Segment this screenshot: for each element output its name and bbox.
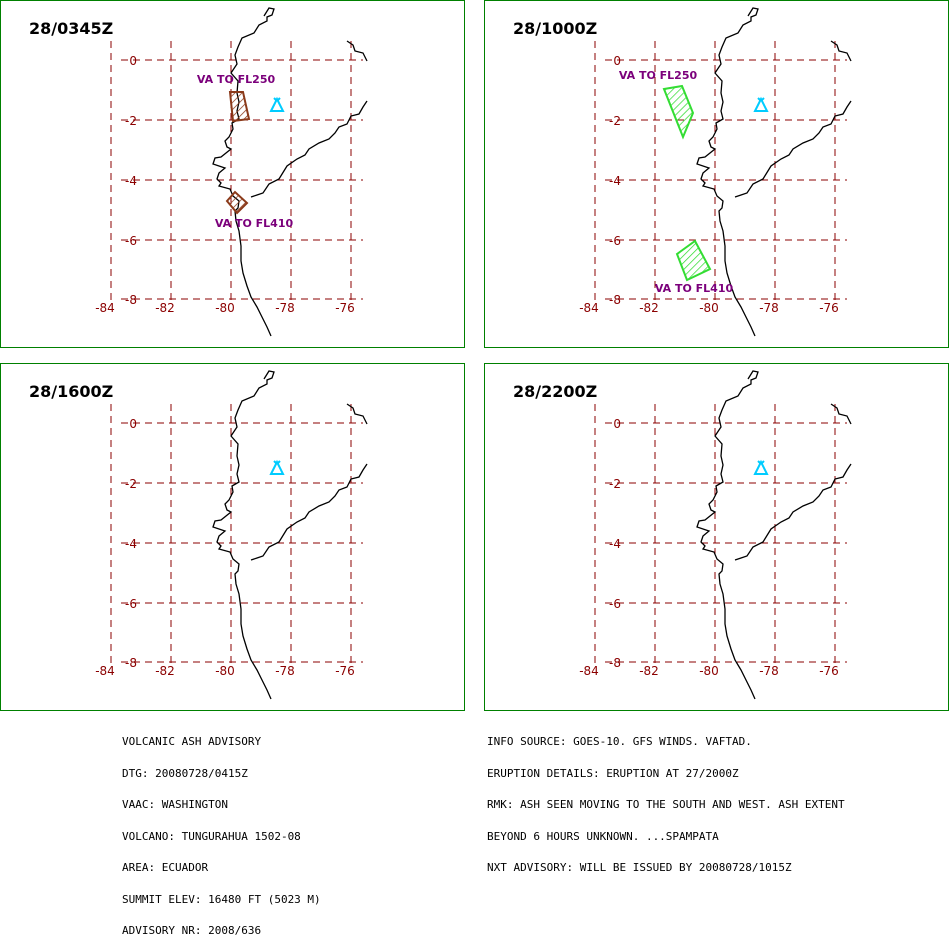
latitude-label: -4	[609, 174, 621, 188]
volcano-triangle-icon	[753, 96, 769, 112]
map-canvas-2: -84 -82 -80 -78 -76 0 -2 -4 -6 -8 VA TO FL250 VA TO…	[579, 7, 852, 337]
longitude-label: -76	[819, 664, 839, 678]
longitude-label: -80	[215, 301, 235, 315]
longitude-label: -80	[699, 664, 719, 678]
advisory-line: BEYOND 6 HOURS UNKNOWN. ...SPAMPATA	[487, 829, 719, 843]
country-border	[346, 403, 368, 425]
latitude-label: -2	[609, 114, 621, 128]
longitude-label: -78	[275, 301, 295, 315]
country-border	[734, 100, 852, 198]
longitude-label: -84	[579, 301, 599, 315]
country-border	[734, 463, 852, 561]
longitude-label: -78	[759, 664, 779, 678]
advisory-line: NXT ADVISORY: WILL BE ISSUED BY 20080728…	[487, 861, 792, 874]
coastline	[212, 370, 275, 700]
advisory-line: SUMMIT ELEV: 16480 FT (5023 M)	[122, 892, 321, 906]
advisory-line: ERUPTION DETAILS: ERUPTION AT 27/2000Z	[487, 766, 739, 780]
longitude-label: -78	[759, 301, 779, 315]
latitude-label: -6	[609, 234, 621, 248]
latitude-label: -8	[125, 656, 137, 670]
longitude-label: -80	[215, 664, 235, 678]
longitude-label: -84	[95, 664, 115, 678]
map-panel-2: -84 -82 -80 -78 -76 0 -2 -4 -6 -8 VA TO FL250 VA TO…	[484, 0, 949, 348]
longitude-label: -76	[335, 301, 355, 315]
coastline	[696, 370, 759, 700]
latitude-label: -8	[609, 293, 621, 307]
ash-area-polygon	[228, 91, 251, 123]
latitude-label: 0	[129, 54, 137, 68]
longitude-label: -84	[95, 301, 115, 315]
lat-lon-grid	[110, 404, 363, 664]
map-panel-4: -84 -82 -80 -78 -76 0 -2 -4 -6 -8 28/2200Z	[484, 363, 949, 711]
latitude-label: -2	[125, 114, 137, 128]
longitude-label: -78	[275, 664, 295, 678]
latitude-label: -4	[125, 174, 137, 188]
longitude-label: -82	[155, 664, 175, 678]
map-canvas-3: -84 -82 -80 -78 -76 0 -2 -4 -6 -8	[95, 370, 368, 700]
ash-area-label: VA TO FL410	[655, 282, 734, 295]
longitude-label: -84	[579, 664, 599, 678]
advisory-line: DTG: 20080728/0415Z	[122, 766, 248, 780]
country-border	[830, 40, 852, 62]
longitude-label: -80	[699, 301, 719, 315]
country-border	[250, 100, 368, 198]
country-border	[250, 463, 368, 561]
advisory-line: VAAC: WASHINGTON	[122, 798, 228, 811]
longitude-label: -82	[639, 301, 659, 315]
volcano-triangle-icon	[269, 459, 285, 475]
advisory-line: AREA: ECUADOR	[122, 861, 209, 874]
ash-area-polygon	[675, 239, 712, 282]
volcano-triangle-icon	[753, 459, 769, 475]
country-border	[346, 40, 368, 62]
lat-lon-grid	[594, 404, 847, 664]
ash-area-polygon	[662, 84, 695, 140]
coastline	[696, 7, 759, 337]
panel-time-title: 28/1000Z	[513, 19, 598, 38]
ash-area-label: VA TO FL250	[197, 73, 276, 86]
advisory-line: RMK: ASH SEEN MOVING TO THE SOUTH AND WE…	[487, 798, 845, 811]
panel-time-title: 28/1600Z	[29, 382, 114, 401]
advisory-line: ADVISORY NR: 2008/636	[122, 924, 262, 937]
lat-lon-grid	[594, 41, 847, 301]
longitude-label: -76	[335, 664, 355, 678]
latitude-label: -2	[609, 477, 621, 491]
latitude-label: -8	[125, 293, 137, 307]
ash-area-label: VA TO FL410	[215, 217, 294, 230]
advisory-line: VOLCANO: TUNGURAHUA 1502-08	[122, 829, 301, 843]
longitude-label: -76	[819, 301, 839, 315]
latitude-label: -6	[609, 597, 621, 611]
advisory-line: INFO SOURCE: GOES-10. GFS WINDS. VAFTAD.	[487, 735, 752, 748]
map-canvas-1: -84 -82 -80 -78 -76 0 -2 -4 -6 -8 VA TO FL250 VA TO…	[95, 7, 368, 337]
latitude-label: 0	[129, 417, 137, 431]
latitude-label: -8	[609, 656, 621, 670]
latitude-label: -4	[125, 537, 137, 551]
volcano-triangle-icon	[269, 96, 285, 112]
country-border	[830, 403, 852, 425]
latitude-label: 0	[613, 54, 621, 68]
ash-area-polygon	[225, 190, 249, 215]
advisory-right-text: INFO SOURCE: GOES-10. GFS WINDS. VAFTAD.…	[487, 716, 845, 884]
map-canvas-4: -84 -82 -80 -78 -76 0 -2 -4 -6 -8	[579, 370, 852, 700]
panel-time-title: 28/2200Z	[513, 382, 598, 401]
map-panel-3: -84 -82 -80 -78 -76 0 -2 -4 -6 -8 28/1600Z	[0, 363, 465, 711]
latitude-label: -4	[609, 537, 621, 551]
advisory-line: VOLCANIC ASH ADVISORY	[122, 735, 262, 748]
lat-lon-grid	[110, 41, 363, 301]
map-panel-1: -84 -82 -80 -78 -76 0 -2 -4 -6 -8 VA TO FL250 VA TO…	[0, 0, 465, 348]
latitude-label: 0	[613, 417, 621, 431]
latitude-label: -6	[125, 597, 137, 611]
panel-time-title: 28/0345Z	[29, 19, 114, 38]
longitude-label: -82	[155, 301, 175, 315]
advisory-left-text: VOLCANIC ASH ADVISORY DTG: 20080728/0415…	[122, 716, 321, 947]
latitude-label: -2	[125, 477, 137, 491]
ash-area-label: VA TO FL250	[619, 69, 698, 82]
latitude-label: -6	[125, 234, 137, 248]
coastline	[212, 7, 275, 337]
longitude-label: -82	[639, 664, 659, 678]
